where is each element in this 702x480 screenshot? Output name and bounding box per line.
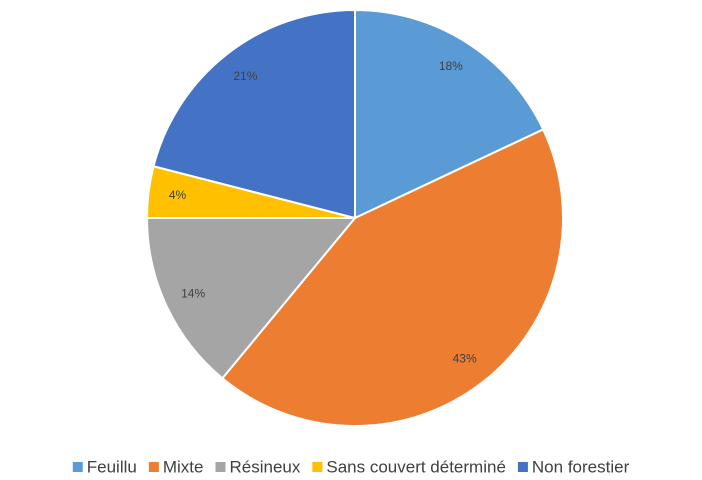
data-label: 4%	[169, 188, 187, 202]
legend-label: Feuillu	[87, 457, 137, 476]
data-label: 43%	[453, 352, 477, 366]
legend-swatch	[312, 462, 323, 472]
legend-swatch	[215, 462, 226, 472]
data-label: 21%	[233, 69, 257, 83]
legend-swatch	[72, 462, 83, 472]
pie-slice	[145, 217, 358, 380]
legend-label: Non forestier	[532, 457, 630, 476]
legend-label: Mixte	[163, 457, 204, 476]
data-label: 18%	[439, 59, 463, 73]
legend-swatch	[517, 462, 528, 472]
pie-slice	[221, 128, 564, 427]
legend-label: Résineux	[229, 457, 300, 476]
legend-label: Sans couvert déterminé	[326, 457, 506, 476]
legend: Feuillu Mixte Résineux Sans couvert détermi…	[72, 457, 630, 476]
data-label: 14%	[181, 286, 205, 300]
pie-slice	[354, 8, 545, 220]
pie-slice	[152, 8, 356, 220]
legend-swatch	[148, 462, 159, 472]
